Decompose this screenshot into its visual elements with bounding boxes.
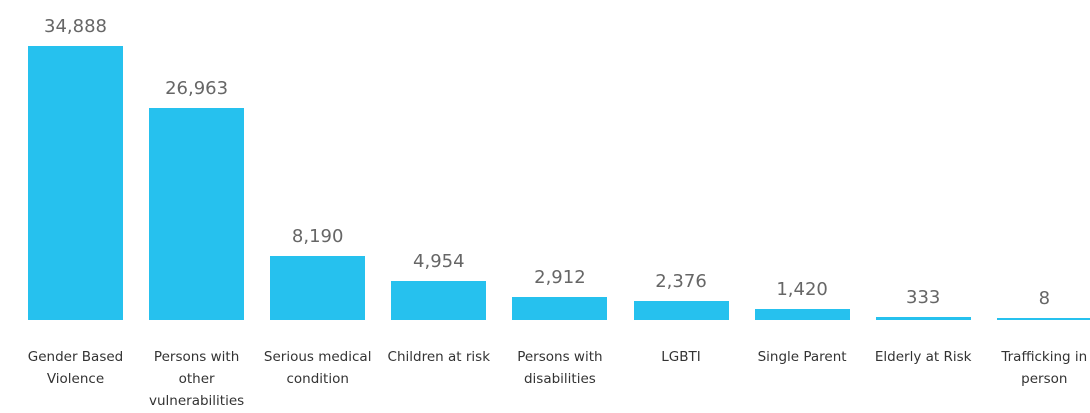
category-label: Single Parent <box>757 349 847 365</box>
category-label: Trafficking in person <box>1001 349 1088 387</box>
bar <box>996 318 1090 320</box>
category-label: Persons with disabilities <box>517 349 603 387</box>
bar <box>391 281 487 320</box>
bar <box>270 255 366 320</box>
value-label: 26,963 <box>165 78 229 100</box>
value-label: 8 <box>1038 288 1051 309</box>
bar <box>875 317 971 320</box>
bar <box>754 308 850 320</box>
value-label: 333 <box>906 287 941 309</box>
value-label: 34,888 <box>44 16 107 37</box>
value-label: 2,912 <box>534 267 586 289</box>
bar <box>149 108 245 320</box>
category-label: Elderly at Risk <box>874 349 972 365</box>
value-label: 4,954 <box>413 251 465 273</box>
bar <box>633 301 729 320</box>
category-label: Children at risk <box>387 349 491 365</box>
category-label: Gender Based Violence <box>27 349 124 387</box>
value-label: 2,376 <box>655 271 707 293</box>
category-label: LGBTI <box>661 349 701 365</box>
value-label: 1,420 <box>776 278 828 300</box>
category-label: Persons with other vulnerabilities <box>149 349 245 409</box>
category-label: Serious medical condition <box>263 349 372 387</box>
value-label: 8,190 <box>291 225 344 247</box>
bar <box>512 297 608 320</box>
bar <box>28 46 123 320</box>
